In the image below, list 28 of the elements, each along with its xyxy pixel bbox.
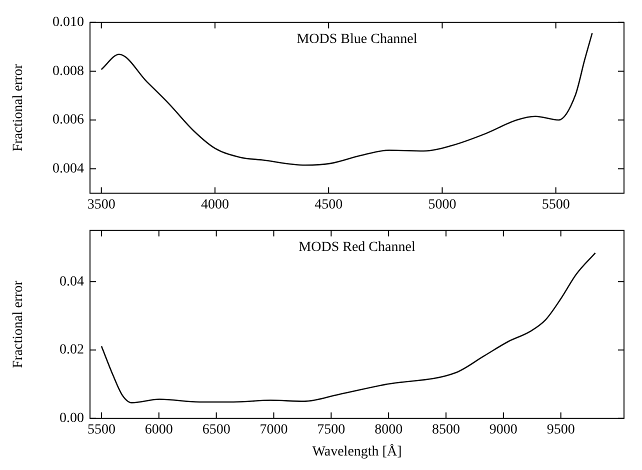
- x-tick-label: 7500: [317, 422, 346, 438]
- x-tick-label: 9500: [546, 422, 575, 438]
- x-tick-label: 4500: [314, 197, 343, 212]
- y-tick-label: 0.008: [52, 64, 84, 79]
- y-axis-title: Fractional error: [11, 280, 26, 368]
- line-series: [100, 32, 593, 166]
- x-tick-label: 6000: [144, 422, 173, 438]
- y-tick-label: 0.010: [52, 15, 84, 30]
- x-tick-label: 8000: [374, 422, 403, 438]
- x-axis-title: Wavelength [Å]: [312, 443, 402, 460]
- x-tick-label: 5500: [542, 197, 570, 212]
- y-tick-label: 0.00: [60, 411, 84, 426]
- text: MODS Red Channel: [298, 240, 416, 256]
- x-tick-label: 9000: [489, 422, 518, 438]
- x-tick-label: 5500: [87, 422, 116, 438]
- y-tick-label: 0.02: [60, 342, 84, 358]
- text: MODS Blue Channel: [296, 32, 418, 48]
- y-tick-label: 0.04: [60, 274, 84, 290]
- x-tick-label: 7000: [260, 422, 288, 438]
- y-tick-label: 0.004: [52, 161, 84, 176]
- x-tick-label: 3500: [87, 197, 116, 212]
- x-tick-label: 8500: [432, 422, 460, 438]
- x-tick-label: 4000: [200, 197, 229, 212]
- line-series: [100, 252, 596, 404]
- y-tick-label: 0.006: [52, 112, 84, 128]
- y-axis-title: Fractional error: [11, 64, 26, 152]
- x-tick-label: 6500: [202, 422, 230, 438]
- x-tick-label: 5000: [428, 197, 456, 212]
